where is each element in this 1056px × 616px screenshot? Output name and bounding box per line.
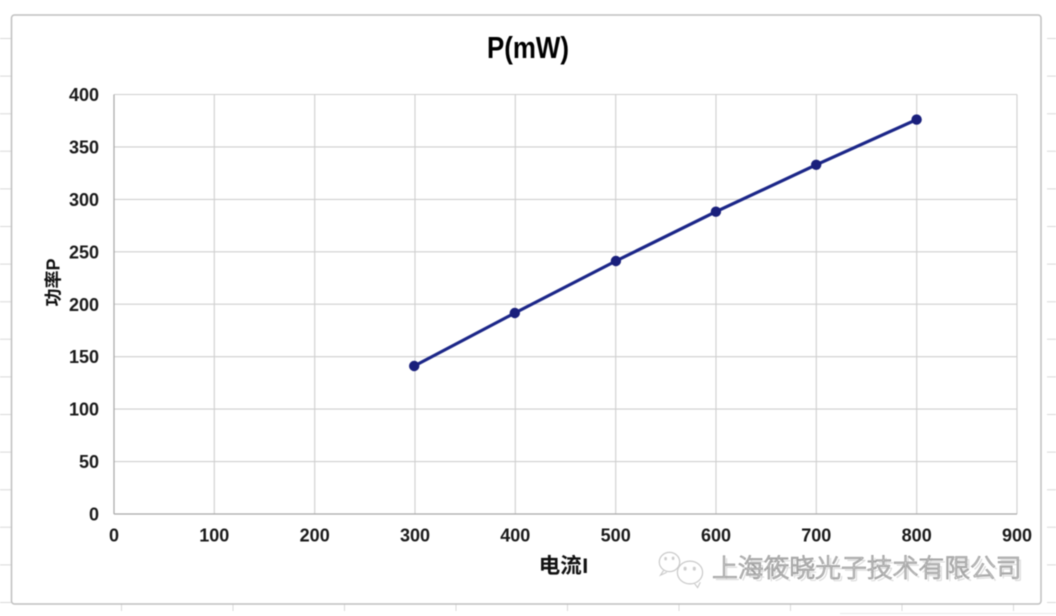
svg-text:150: 150 — [69, 347, 99, 367]
svg-text:50: 50 — [79, 452, 99, 472]
svg-text:0: 0 — [109, 526, 119, 546]
svg-text:600: 600 — [701, 526, 731, 546]
svg-text:200: 200 — [300, 526, 330, 546]
svg-text:700: 700 — [801, 526, 831, 546]
svg-text:400: 400 — [69, 85, 99, 105]
svg-text:100: 100 — [69, 400, 99, 420]
svg-text:900: 900 — [1002, 526, 1032, 546]
svg-text:300: 300 — [69, 190, 99, 210]
svg-text:I: I — [582, 554, 588, 578]
svg-text:P(mW): P(mW) — [487, 30, 569, 65]
svg-text:100: 100 — [199, 526, 229, 546]
svg-text:250: 250 — [69, 242, 99, 262]
svg-text:350: 350 — [69, 137, 99, 157]
svg-text:200: 200 — [69, 295, 99, 315]
svg-text:400: 400 — [500, 526, 530, 546]
svg-text:800: 800 — [902, 526, 932, 546]
svg-text:0: 0 — [89, 505, 99, 525]
svg-text:300: 300 — [400, 526, 430, 546]
svg-text:500: 500 — [601, 526, 631, 546]
svg-text:P: P — [44, 258, 64, 270]
